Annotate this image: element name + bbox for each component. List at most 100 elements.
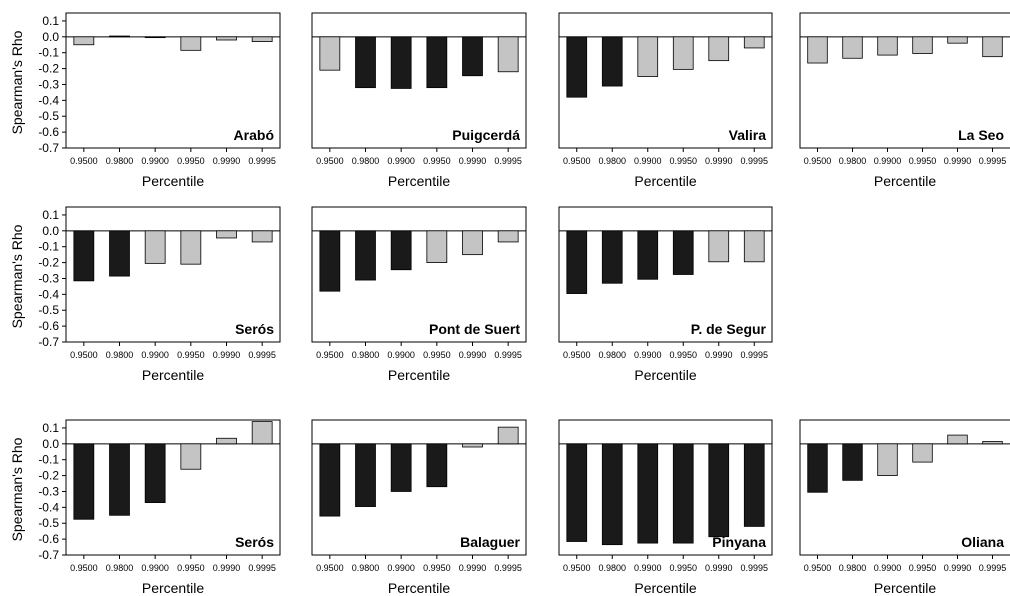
y-tick-label: -0.1 — [38, 240, 59, 254]
panel-1: 0.9500 0.9800 0.9900 0.9950 0.9990 0.9995 Puig… — [311, 12, 527, 189]
x-tick-label: 0.9950 — [909, 156, 937, 166]
bar-0.9950 — [912, 443, 933, 463]
x-tick-label: 0.9900 — [141, 156, 169, 166]
bar-0.9990 — [216, 437, 237, 445]
x-tick-label: 0.9900 — [634, 563, 662, 573]
bar-0.9500 — [73, 443, 95, 520]
y-tick-label: -0.2 — [38, 256, 59, 270]
y-tick-label: -0.1 — [38, 46, 59, 60]
bar-0.9990 — [708, 36, 730, 62]
plot-frame — [65, 206, 281, 343]
bar-0.9800 — [601, 230, 623, 284]
bar-0.9995 — [497, 36, 519, 73]
bar-0.9900 — [877, 443, 898, 476]
bar-0.9900 — [390, 36, 412, 89]
panel-title: Serós — [235, 534, 274, 550]
y-tick-label: 0.1 — [42, 14, 59, 28]
x-tick-label: 0.9900 — [874, 156, 902, 166]
bar-0.9800 — [601, 443, 623, 546]
panel-9: 0.9500 0.9800 0.9900 0.9950 0.9990 0.9995 Piny… — [558, 419, 773, 596]
x-tick-label: 0.9500 — [70, 350, 98, 360]
bar-0.9500 — [566, 230, 588, 294]
x-tick-label: 0.9950 — [177, 563, 205, 573]
plot-frame — [558, 419, 773, 556]
panel-5: 0.9500 0.9800 0.9900 0.9950 0.9990 0.9995 Pont… — [311, 206, 527, 383]
bar-0.9990 — [216, 230, 237, 239]
bar-0.9990 — [216, 36, 237, 41]
x-tick-label: 0.9950 — [177, 156, 205, 166]
bar-0.9950 — [180, 230, 202, 265]
y-tick-label: -0.2 — [38, 62, 59, 76]
bar-0.9800 — [355, 230, 376, 281]
bar-0.9800 — [109, 230, 130, 277]
bar-0.9995 — [497, 426, 519, 445]
bar-0.9950 — [672, 36, 694, 70]
bar-0.9995 — [743, 36, 765, 49]
x-tick-label: 0.9800 — [598, 563, 626, 573]
x-axis-title: Percentile — [142, 173, 204, 189]
plot-frame — [65, 12, 281, 149]
x-tick-label: 0.9800 — [106, 563, 134, 573]
plot-frame — [558, 206, 773, 343]
y-tick-label: -0.6 — [38, 319, 59, 333]
x-tick-label: 0.9995 — [494, 563, 522, 573]
bar-0.9950 — [426, 36, 448, 89]
bar-0.9800 — [601, 36, 623, 87]
panel-10: 0.9500 0.9800 0.9900 0.9950 0.9990 0.9995 Olia… — [799, 419, 1010, 596]
bar-0.9950 — [672, 443, 694, 544]
x-tick-label: 0.9990 — [213, 563, 241, 573]
panel-title: Serós — [235, 321, 274, 337]
bar-0.9950 — [912, 36, 933, 54]
x-axis-title: Percentile — [874, 580, 936, 596]
x-axis-title: Percentile — [388, 173, 450, 189]
x-tick-label: 0.9995 — [494, 350, 522, 360]
x-tick-label: 0.9990 — [459, 350, 487, 360]
bar-0.9500 — [807, 36, 828, 64]
bar-0.9995 — [743, 230, 765, 263]
x-tick-label: 0.9500 — [563, 563, 591, 573]
plot-frame — [311, 206, 527, 343]
panel-title: Pinyana — [712, 534, 766, 550]
x-tick-label: 0.9990 — [944, 156, 972, 166]
bar-0.9500 — [807, 443, 828, 493]
bar-0.9900 — [144, 230, 166, 264]
y-tick-label: -0.2 — [38, 469, 59, 483]
bar-0.9950 — [672, 230, 694, 275]
bar-0.9500 — [319, 443, 341, 517]
x-tick-label: 0.9900 — [387, 563, 415, 573]
bar-0.9900 — [390, 443, 412, 492]
x-tick-label: 0.9995 — [740, 156, 768, 166]
x-tick-label: 0.9900 — [141, 563, 169, 573]
bar-0.9900 — [637, 230, 659, 280]
plot-frame — [311, 12, 527, 149]
bar-0.9995 — [497, 230, 519, 243]
y-tick-label: -0.6 — [38, 532, 59, 546]
bar-0.9500 — [73, 36, 95, 46]
x-tick-label: 0.9995 — [248, 563, 276, 573]
panel-4: 0.1 0.0 -0.1 -0.2-0.3 -0.4 -0.5 -0.6 -0.7 0.9500… — [38, 206, 281, 383]
bar-0.9995 — [982, 441, 1003, 445]
ylabel-row-0: Spearman's Rho — [9, 30, 25, 134]
bar-0.9900 — [877, 36, 898, 56]
bar-0.9500 — [566, 443, 588, 542]
x-tick-label: 0.9950 — [177, 350, 205, 360]
bar-0.9500 — [319, 230, 341, 292]
ylabel-row-1: Spearman's Rho — [9, 224, 25, 328]
x-tick-label: 0.9950 — [669, 350, 697, 360]
bar-0.9900 — [390, 230, 412, 271]
x-tick-label: 0.9500 — [804, 563, 832, 573]
x-tick-label: 0.9990 — [705, 563, 733, 573]
bar-0.9990 — [462, 443, 483, 448]
x-tick-label: 0.9500 — [316, 350, 344, 360]
x-tick-label: 0.9950 — [423, 563, 451, 573]
x-tick-label: 0.9800 — [352, 563, 380, 573]
x-tick-label: 0.9950 — [909, 563, 937, 573]
x-tick-label: 0.9800 — [106, 350, 134, 360]
x-tick-label: 0.9800 — [839, 563, 867, 573]
panel-title: Pont de Suert — [429, 321, 520, 337]
bar-0.9500 — [73, 230, 95, 282]
bar-0.9995 — [251, 230, 273, 243]
x-tick-label: 0.9995 — [740, 563, 768, 573]
x-tick-label: 0.9900 — [634, 156, 662, 166]
x-tick-label: 0.9950 — [669, 563, 697, 573]
